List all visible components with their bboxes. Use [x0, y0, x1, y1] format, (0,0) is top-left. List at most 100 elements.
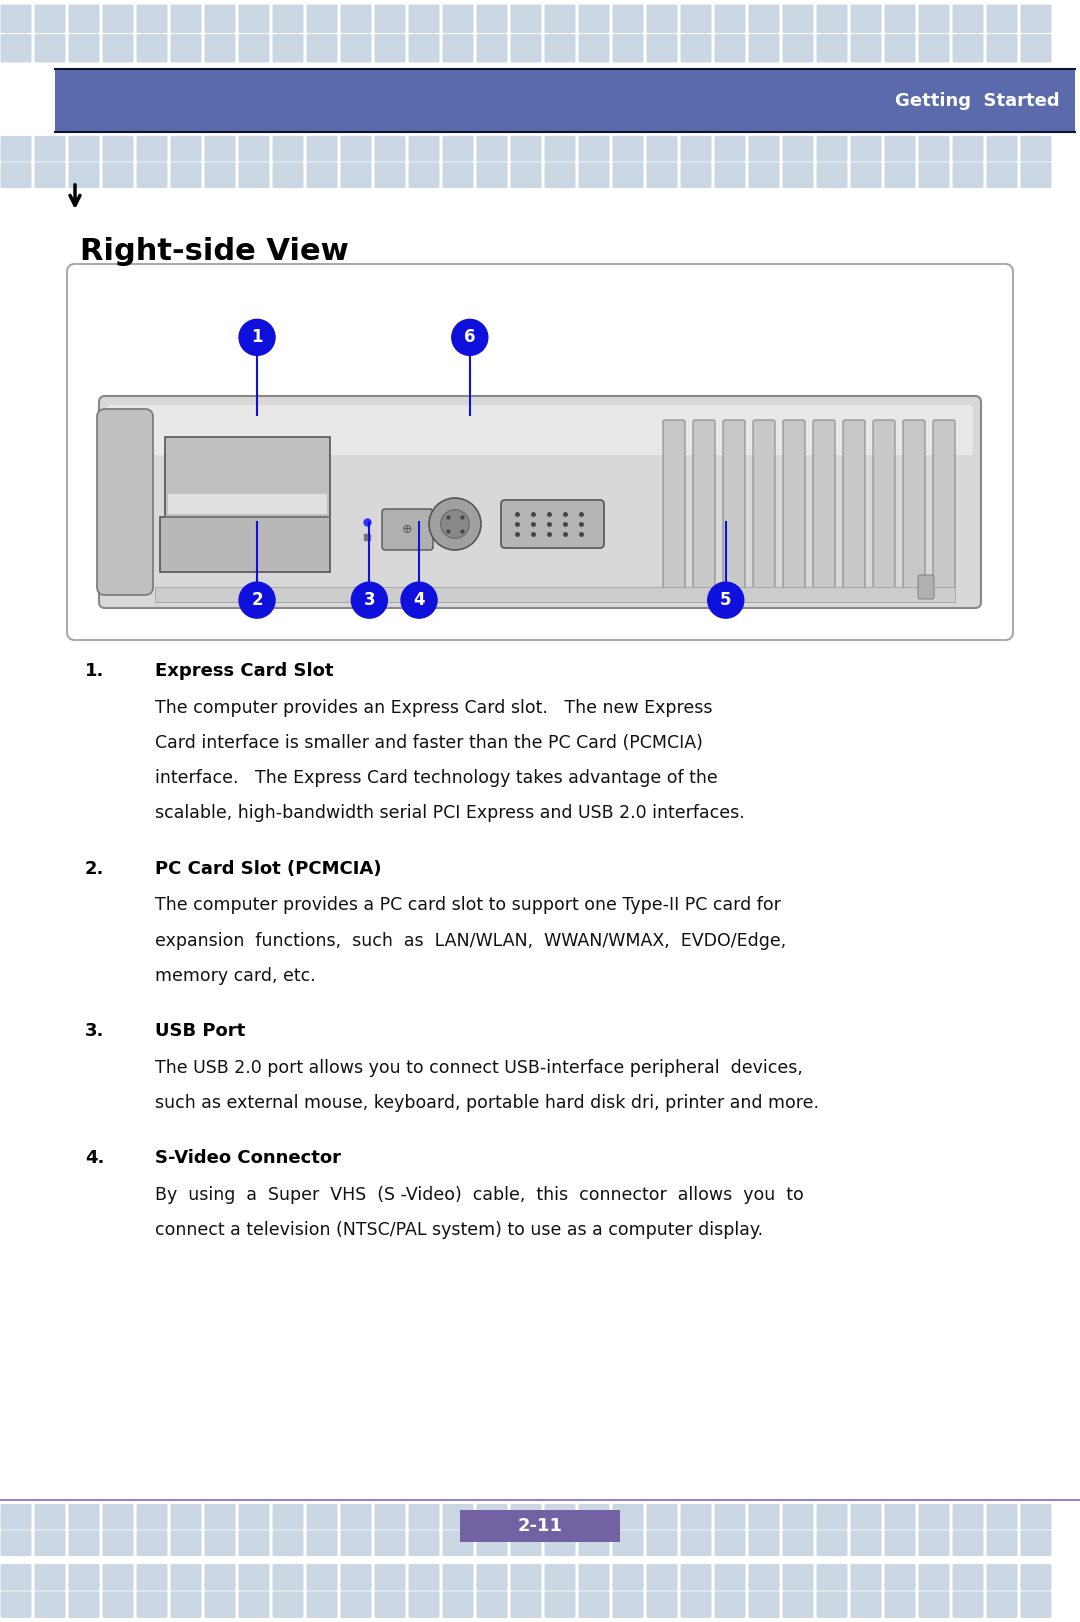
FancyBboxPatch shape: [544, 136, 576, 162]
Text: ⊕: ⊕: [402, 522, 413, 535]
Circle shape: [441, 509, 470, 539]
FancyBboxPatch shape: [748, 34, 780, 63]
FancyBboxPatch shape: [68, 1504, 99, 1530]
FancyBboxPatch shape: [816, 1504, 848, 1530]
FancyBboxPatch shape: [953, 136, 984, 162]
FancyBboxPatch shape: [783, 1564, 813, 1591]
Circle shape: [351, 582, 388, 618]
FancyBboxPatch shape: [986, 5, 1017, 32]
FancyBboxPatch shape: [851, 34, 881, 63]
FancyBboxPatch shape: [918, 576, 934, 599]
FancyBboxPatch shape: [136, 162, 167, 188]
FancyBboxPatch shape: [647, 1530, 677, 1555]
FancyBboxPatch shape: [160, 517, 330, 573]
FancyBboxPatch shape: [272, 1530, 303, 1555]
FancyBboxPatch shape: [579, 1530, 609, 1555]
FancyBboxPatch shape: [748, 5, 780, 32]
FancyBboxPatch shape: [816, 34, 848, 63]
FancyBboxPatch shape: [307, 136, 337, 162]
FancyBboxPatch shape: [272, 136, 303, 162]
FancyBboxPatch shape: [35, 1591, 66, 1617]
FancyBboxPatch shape: [953, 162, 984, 188]
FancyBboxPatch shape: [408, 136, 440, 162]
FancyBboxPatch shape: [680, 1530, 712, 1555]
FancyBboxPatch shape: [715, 1504, 745, 1530]
FancyBboxPatch shape: [933, 420, 955, 589]
FancyBboxPatch shape: [612, 162, 644, 188]
FancyBboxPatch shape: [375, 1564, 405, 1591]
FancyBboxPatch shape: [99, 396, 981, 608]
FancyBboxPatch shape: [443, 136, 473, 162]
FancyBboxPatch shape: [204, 1530, 235, 1555]
Circle shape: [451, 320, 488, 355]
FancyBboxPatch shape: [136, 1591, 167, 1617]
Text: S-Video Connector: S-Video Connector: [156, 1150, 341, 1168]
FancyBboxPatch shape: [103, 1564, 134, 1591]
FancyBboxPatch shape: [748, 1504, 780, 1530]
FancyBboxPatch shape: [612, 5, 644, 32]
FancyBboxPatch shape: [156, 587, 955, 602]
FancyBboxPatch shape: [885, 34, 916, 63]
FancyBboxPatch shape: [68, 162, 99, 188]
Text: Right-side View: Right-side View: [80, 237, 349, 266]
FancyBboxPatch shape: [918, 34, 949, 63]
FancyBboxPatch shape: [544, 162, 576, 188]
Text: 2: 2: [252, 590, 262, 610]
FancyBboxPatch shape: [885, 1504, 916, 1530]
FancyBboxPatch shape: [476, 1564, 508, 1591]
FancyBboxPatch shape: [501, 500, 604, 548]
FancyBboxPatch shape: [307, 162, 337, 188]
FancyBboxPatch shape: [340, 34, 372, 63]
FancyBboxPatch shape: [204, 5, 235, 32]
FancyBboxPatch shape: [476, 1504, 508, 1530]
FancyBboxPatch shape: [511, 136, 541, 162]
FancyBboxPatch shape: [851, 1504, 881, 1530]
FancyBboxPatch shape: [953, 1564, 984, 1591]
FancyBboxPatch shape: [783, 1504, 813, 1530]
FancyBboxPatch shape: [753, 420, 775, 589]
FancyBboxPatch shape: [340, 1591, 372, 1617]
FancyBboxPatch shape: [476, 162, 508, 188]
FancyBboxPatch shape: [375, 34, 405, 63]
FancyBboxPatch shape: [680, 5, 712, 32]
FancyBboxPatch shape: [272, 162, 303, 188]
FancyBboxPatch shape: [136, 136, 167, 162]
Text: 2.: 2.: [85, 860, 105, 878]
FancyBboxPatch shape: [851, 162, 881, 188]
FancyBboxPatch shape: [307, 5, 337, 32]
FancyBboxPatch shape: [783, 1591, 813, 1617]
FancyBboxPatch shape: [986, 162, 1017, 188]
FancyBboxPatch shape: [136, 34, 167, 63]
FancyBboxPatch shape: [307, 34, 337, 63]
FancyBboxPatch shape: [612, 34, 644, 63]
FancyBboxPatch shape: [511, 1591, 541, 1617]
FancyBboxPatch shape: [204, 1564, 235, 1591]
FancyBboxPatch shape: [748, 1591, 780, 1617]
FancyBboxPatch shape: [443, 34, 473, 63]
FancyBboxPatch shape: [715, 162, 745, 188]
FancyBboxPatch shape: [612, 1504, 644, 1530]
FancyBboxPatch shape: [204, 1591, 235, 1617]
FancyBboxPatch shape: [68, 5, 99, 32]
FancyBboxPatch shape: [986, 1564, 1017, 1591]
FancyBboxPatch shape: [476, 136, 508, 162]
FancyBboxPatch shape: [68, 1564, 99, 1591]
FancyBboxPatch shape: [783, 5, 813, 32]
FancyBboxPatch shape: [647, 136, 677, 162]
FancyBboxPatch shape: [579, 34, 609, 63]
FancyBboxPatch shape: [885, 5, 916, 32]
FancyBboxPatch shape: [340, 162, 372, 188]
FancyBboxPatch shape: [843, 420, 865, 589]
FancyBboxPatch shape: [239, 1530, 270, 1555]
Text: 1.: 1.: [85, 662, 105, 680]
FancyBboxPatch shape: [443, 5, 473, 32]
FancyBboxPatch shape: [136, 1504, 167, 1530]
Text: 3: 3: [364, 590, 375, 610]
FancyBboxPatch shape: [986, 1530, 1017, 1555]
FancyBboxPatch shape: [35, 1564, 66, 1591]
Text: such as external mouse, keyboard, portable hard disk dri, printer and more.: such as external mouse, keyboard, portab…: [156, 1093, 819, 1113]
FancyBboxPatch shape: [476, 1591, 508, 1617]
FancyBboxPatch shape: [783, 162, 813, 188]
FancyBboxPatch shape: [171, 1591, 202, 1617]
FancyBboxPatch shape: [35, 5, 66, 32]
